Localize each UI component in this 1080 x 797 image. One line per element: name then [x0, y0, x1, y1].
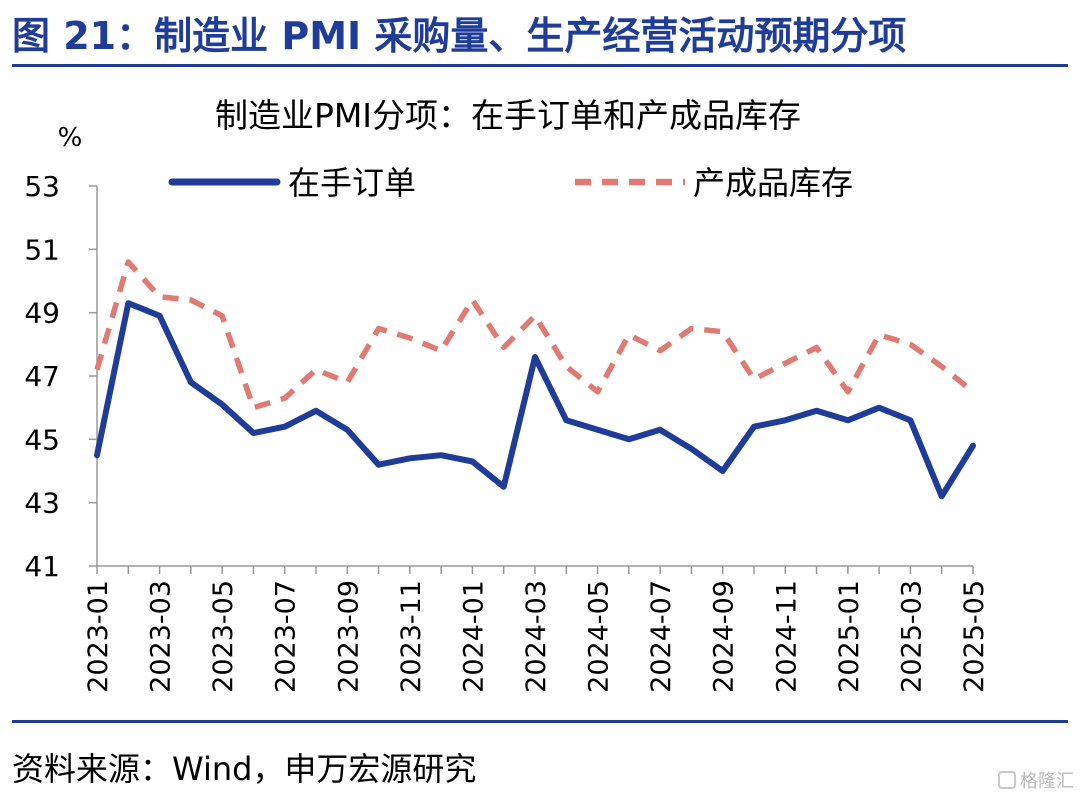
x-tick-label: 2024-05: [584, 580, 615, 693]
source-note: 资料来源：Wind，申万宏源研究: [12, 750, 477, 788]
legend-label-2: 产成品库存: [693, 164, 853, 202]
legend: 在手订单 产成品库存: [168, 164, 853, 202]
watermark-logo-icon: [998, 771, 1016, 789]
y-tick-label: 41: [24, 550, 60, 583]
y-tick-label: 53: [24, 170, 60, 203]
x-tick-label: 2024-03: [521, 580, 552, 693]
title-rule: [12, 64, 1068, 67]
chart: 制造业PMI分项：在手订单和产成品库存 % 41 43 45 47 49 51 53 2023…: [24, 96, 990, 693]
watermark-text: 格隆汇: [1020, 771, 1074, 792]
y-axis-label: %: [58, 123, 83, 153]
y-tick-label: 51: [24, 233, 60, 266]
x-tick-label: 2025-05: [959, 580, 990, 693]
x-tick-label: 2024-01: [458, 580, 489, 693]
chart-title: 制造业PMI分项：在手订单和产成品库存: [215, 96, 801, 135]
source-rule: [12, 720, 1068, 723]
x-tick-label: 2024-11: [771, 580, 802, 693]
figure-title: 图 21：制造业 PMI 采购量、生产经营活动预期分项: [12, 14, 907, 58]
series-line-2: [94, 259, 975, 411]
watermark: 格隆汇: [998, 767, 1074, 793]
series-lines: [94, 259, 976, 500]
x-tick-label: 2023-03: [146, 580, 177, 693]
x-tick-label: 2023-11: [396, 580, 427, 693]
x-tick-label: 2024-07: [646, 580, 677, 693]
y-tick-label: 45: [24, 423, 60, 456]
x-tick-label: 2024-09: [709, 580, 740, 693]
series-line-1: [94, 300, 976, 500]
y-tick-label: 47: [24, 360, 60, 393]
y-tick-label: 43: [24, 487, 60, 520]
axes: 41 43 45 47 49 51 53 2023-01 2023-03 2023-05 2023-…: [24, 170, 990, 693]
x-tick-label: 2023-05: [208, 580, 239, 693]
x-tick-label: 2023-09: [333, 580, 364, 693]
legend-label-1: 在手订单: [288, 164, 416, 202]
x-tick-label: 2025-03: [896, 580, 927, 693]
x-tick-label: 2025-01: [834, 580, 865, 693]
x-tick-label: 2023-01: [83, 580, 114, 693]
x-tick-label: 2023-07: [271, 580, 302, 693]
y-tick-label: 49: [24, 297, 60, 330]
